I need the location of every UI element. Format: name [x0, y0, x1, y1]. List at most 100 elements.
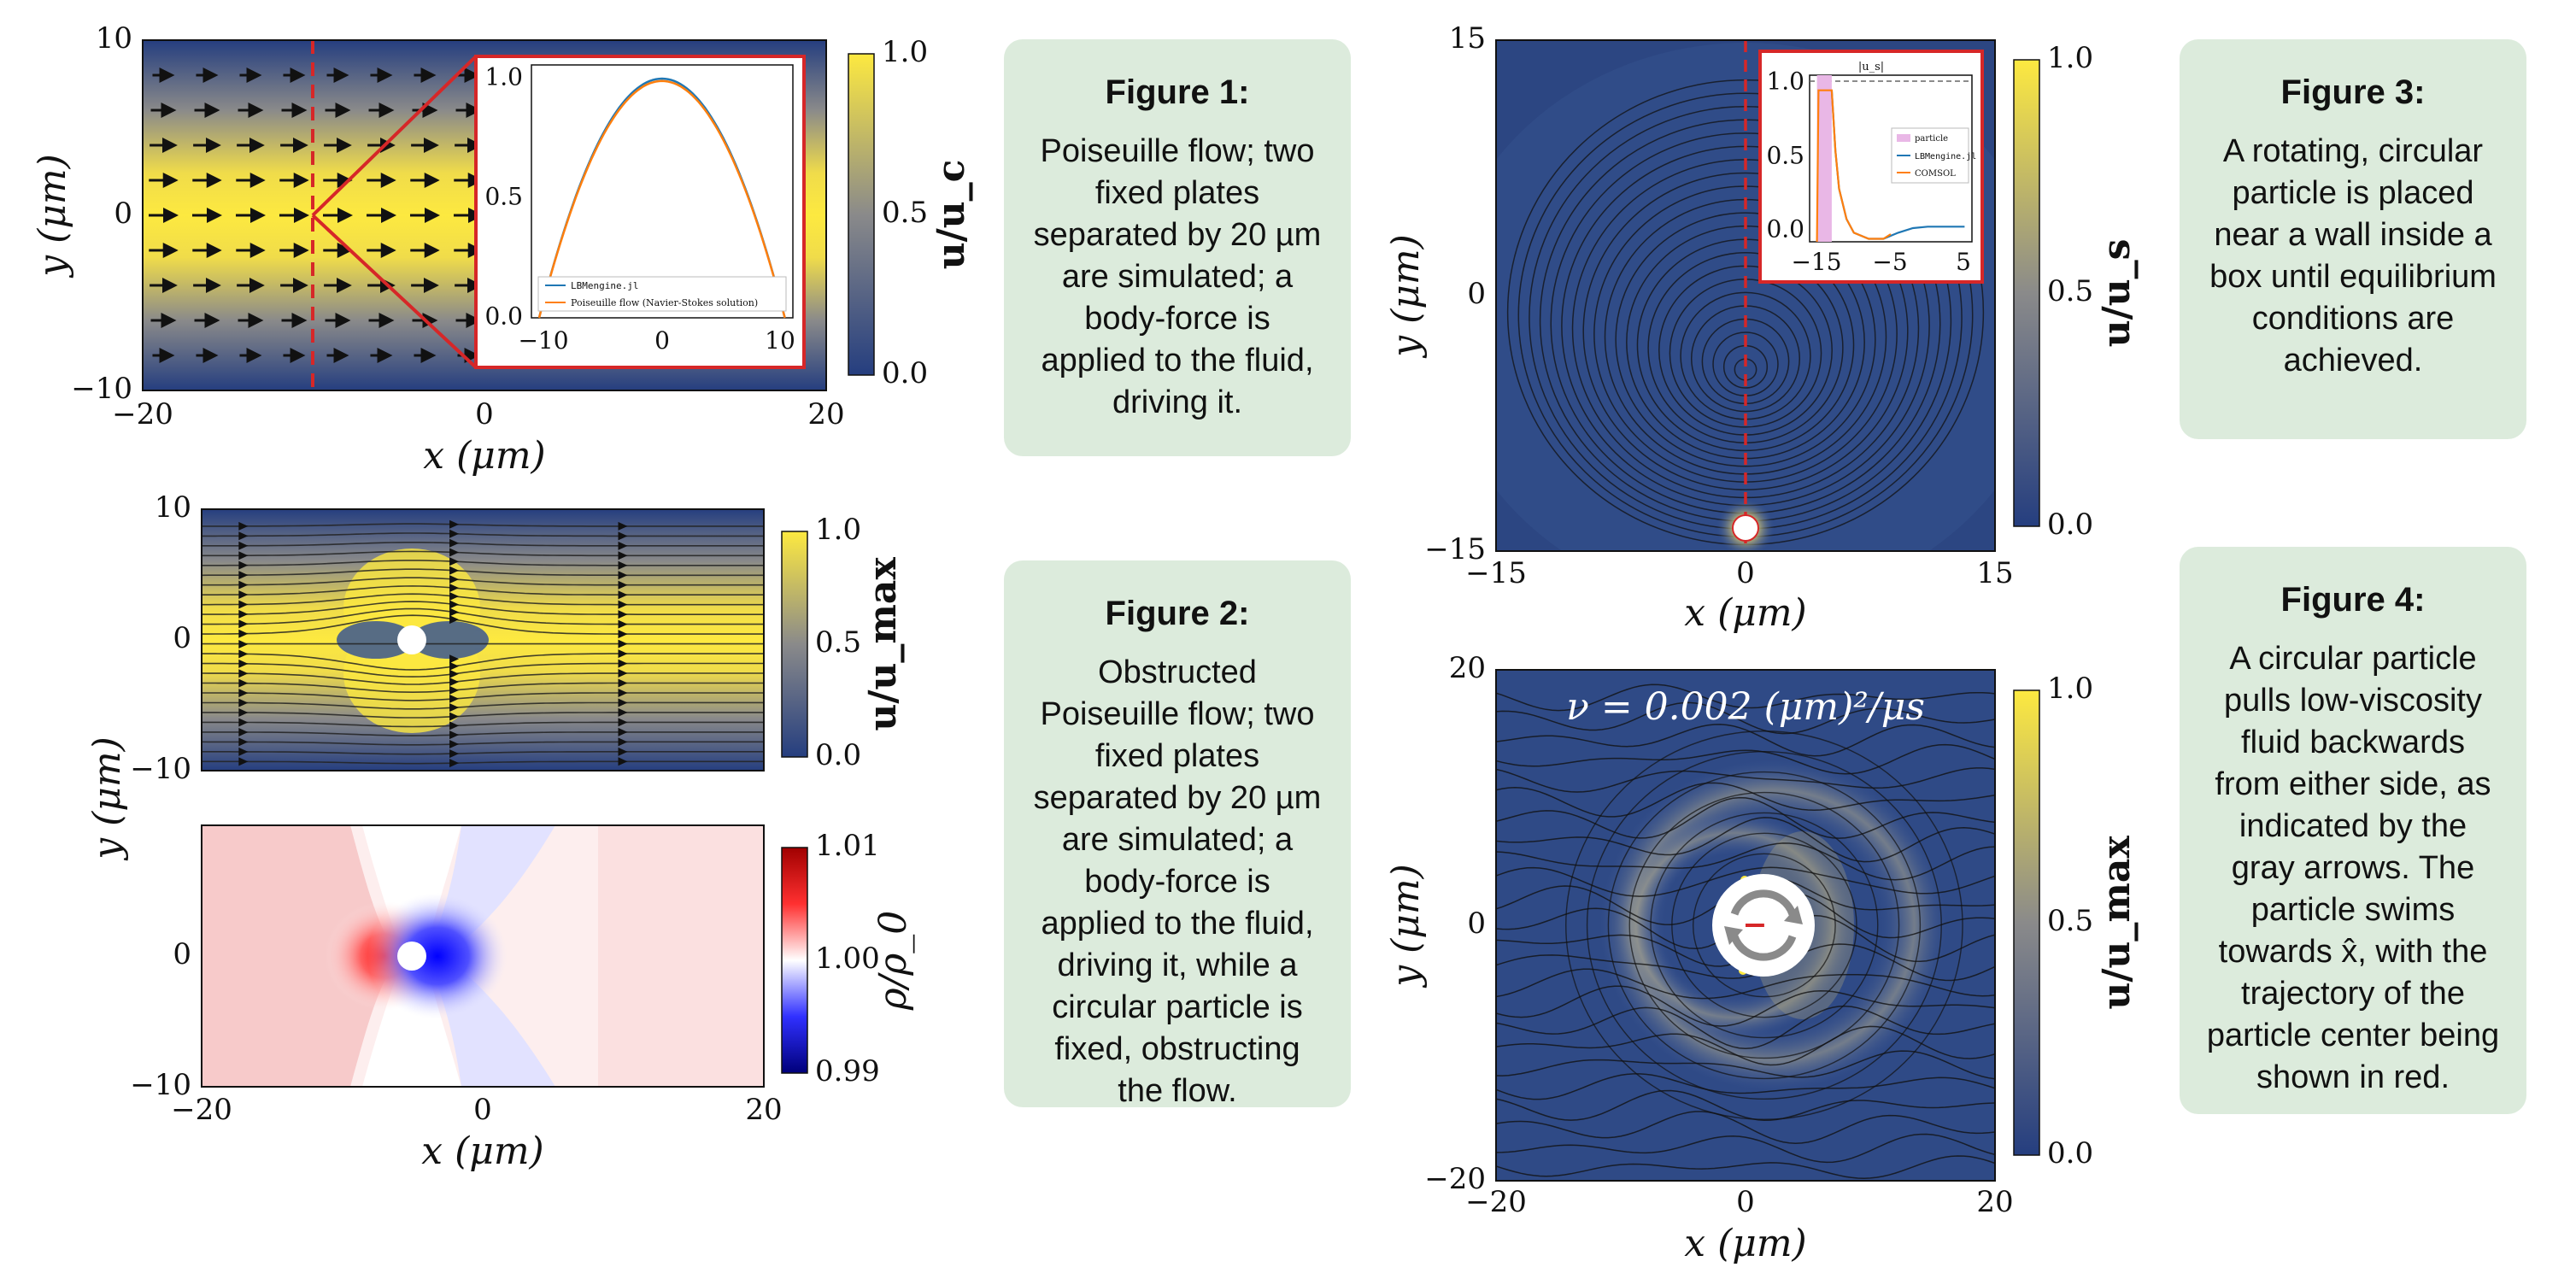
fig2-ylabel: y (μm) [85, 736, 129, 861]
fig4-streamline-6 [1496, 1025, 1995, 1066]
fig2a-stream-arrow [449, 740, 460, 749]
fig4-streamline-21 [1496, 724, 1995, 757]
fig1-plot: LBMengine.jl Poiseuille flow (Navier-Sto… [31, 21, 973, 478]
fig2a-stream-arrow [238, 619, 249, 629]
fig4-streamline-5 [1496, 1050, 1995, 1080]
fig4-ylabel: y (μm) [1384, 864, 1428, 989]
fig2a-stream-arrow [618, 747, 628, 756]
fig2a-stream-arrow [238, 629, 249, 638]
fig2a-stream-arrow [449, 519, 460, 529]
fig3-xtick-1: 0 [1736, 556, 1755, 590]
caption-body-1: Poiseuille flow; two fixed plates separa… [1033, 133, 1322, 420]
fig3-inset-ytick-0: 0.0 [1766, 215, 1804, 243]
fig2a-streamline-21 [202, 550, 764, 557]
fig2a-stream-arrow [449, 615, 460, 625]
fig2a-cb-tick-1: 0.5 [815, 625, 861, 660]
fig1-cb-tick-1: 0.5 [882, 196, 928, 230]
fig2b-xtick-1: 0 [473, 1093, 492, 1127]
fig2a-stream-arrow [238, 600, 249, 609]
fig2a-streamline-9 [202, 672, 764, 685]
fig3-inset: |u_s| particle LBMengine.jl COMSOL 0.0 0… [1758, 50, 1984, 284]
fig2a-stream-arrow [618, 600, 628, 609]
fig4-streamline-3 [1496, 1089, 1995, 1121]
fig2a-streamline-15 [202, 601, 764, 615]
fig4-colorbar [2013, 689, 2040, 1156]
fig4-streamline-4 [1496, 1073, 1995, 1100]
fig4-swirl-2 [1671, 832, 1857, 1018]
fig4-streamline-9 [1496, 968, 1995, 1000]
fig2a-stream-arrow [618, 659, 628, 668]
fig3-streamline-11 [1615, 212, 1876, 467]
caption-card-2: Figure 2: Obstructed Poiseuille flow; tw… [1004, 560, 1351, 1109]
fig4-ytick-1: 0 [1467, 906, 1486, 941]
fig2a-stream-arrow [449, 721, 460, 730]
fig2a-stream-arrow [618, 678, 628, 688]
fig2a-stream-arrow [618, 757, 628, 766]
fig2a-stream-arrow [618, 639, 628, 648]
fig1-inset-xtick-2: 10 [765, 326, 795, 355]
fig2b-cb-label: ρ/ρ_0 [871, 911, 915, 1012]
fig2a-ytick-0: −10 [130, 752, 191, 786]
fig4-cb-tick-1: 0.5 [2047, 904, 2093, 938]
fig4-streamline-0 [1496, 1155, 1995, 1179]
caption-title-3: Figure 3: [2280, 73, 2426, 111]
fig3-inset-legend-1: particle [1915, 134, 1948, 144]
fig1-xlabel: x (μm) [423, 434, 545, 478]
fig2a-streamline-10 [202, 662, 764, 678]
fig1-connector-top [311, 55, 478, 217]
fig2a-stream-arrow [449, 678, 460, 687]
fig2a-streamline-17 [202, 585, 764, 595]
caption-body-3: A rotating, circular particle is placed … [2209, 133, 2497, 378]
fig2a-stream-arrow [238, 590, 249, 600]
fig2a-stream-arrow [618, 649, 628, 659]
fig2a-stream-arrow [238, 689, 249, 698]
fig2a-stream-arrow [238, 678, 249, 688]
fig2a-stream-arrow [618, 531, 628, 541]
fig2a-streamline-4 [202, 721, 764, 728]
fig3-cb-tick-0: 0.0 [2047, 507, 2093, 542]
fig1-cb-tick-2: 1.0 [882, 35, 928, 69]
fig2a-stream-arrow [449, 529, 460, 538]
fig3-inset-particle-band [1816, 75, 1832, 242]
fig4-xtick-2: 20 [1976, 1185, 2013, 1219]
fig1-xtick-2: 20 [807, 397, 844, 431]
fig1-inset-legend-2: Poiseuille flow (Navier-Stokes solution) [571, 297, 758, 308]
fig2a-streamline-14 [202, 607, 764, 625]
fig2a-streamline-3 [202, 731, 764, 736]
fig4-cb-tick-2: 1.0 [2047, 672, 2093, 706]
fig1-ytick-1: 0 [114, 197, 132, 231]
fig2a-stream-arrow [449, 566, 460, 575]
fig2a-streamline-13 [202, 614, 764, 635]
fig4-xtick-1: 0 [1736, 1185, 1755, 1219]
fig3-cb-label: u/u_s [2095, 239, 2139, 348]
fig4-streamline-17 [1496, 796, 1995, 839]
fig1-inset-ytick-1: 0.5 [484, 183, 523, 211]
fig2a-stream-arrow [618, 707, 628, 717]
fig2a-stream-arrow [238, 609, 249, 619]
fig1-connector-bottom [311, 214, 478, 369]
fig1-ylabel: y (μm) [31, 154, 74, 279]
caption-card-1: Figure 1: Poiseuille flow; two fixed pla… [1004, 39, 1351, 456]
fig3-inset-series-1 [1816, 89, 1892, 243]
fig4-streamline-14 [1496, 866, 1995, 897]
fig3-inset-legend-2: LBMengine.jl [1915, 152, 1976, 161]
fig1-inset-ytick-0: 0.0 [484, 302, 523, 331]
fig2a-streamline-11 [202, 653, 764, 671]
fig2a-stream-arrow [618, 727, 628, 736]
fig2a-stream-arrow [449, 538, 460, 548]
rotate-arrows-icon [1724, 889, 1803, 961]
fig4-swirl-6 [1586, 750, 1942, 1100]
fig2a-ytick-2: 10 [155, 490, 191, 525]
fig4-swirl-4 [1628, 791, 1900, 1059]
fig2a-plot: −10 0 10 0.0 0.5 1.0 u/u_max [130, 490, 905, 786]
fig2a-ytick-1: 0 [173, 621, 191, 655]
fig1-ytick-2: 10 [96, 21, 132, 56]
fig1-inset: LBMengine.jl Poiseuille flow (Navier-Sto… [474, 55, 806, 369]
fig2b-cb-tick-1: 1.00 [815, 942, 880, 976]
fig2a-stream-arrow [238, 757, 249, 766]
fig2a-streamline-1 [202, 751, 764, 755]
fig3-xtick-0: −15 [1465, 556, 1527, 590]
fig4-streamline-8 [1496, 985, 1995, 1027]
fig1-xtick-0: −20 [112, 397, 173, 431]
fig2a-stream-arrow [618, 718, 628, 727]
